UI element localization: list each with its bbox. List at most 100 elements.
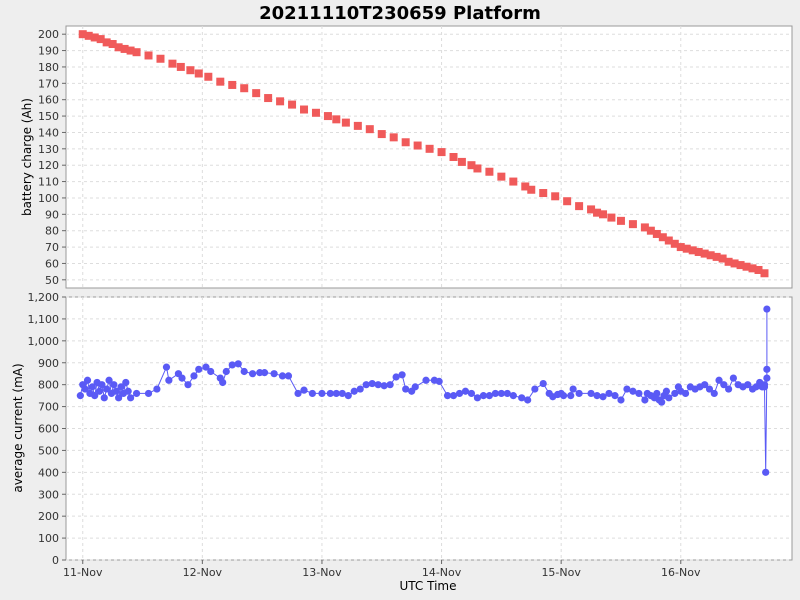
data-point: [284, 372, 293, 380]
data-point: [386, 381, 394, 389]
data-point: [760, 269, 769, 278]
data-point: [392, 373, 400, 381]
data-point: [311, 108, 320, 117]
data-point: [497, 389, 505, 398]
data-point: [126, 394, 135, 402]
data-point: [186, 66, 195, 75]
data-point: [132, 389, 141, 398]
data-point: [662, 387, 671, 395]
data-point: [521, 182, 530, 191]
data-point: [323, 112, 332, 121]
data-point: [110, 381, 118, 389]
x-axis-ticks: 11-Nov 12-Nov 13-Nov 14-Nov 15-Nov 16-Nov: [63, 560, 701, 579]
data-point: [103, 385, 111, 393]
data-point: [605, 389, 613, 398]
chart-title: 20211110T230659 Platform: [259, 3, 541, 24]
data-point: [91, 392, 99, 400]
data-point: [326, 389, 334, 398]
data-point: [95, 387, 104, 395]
data-point: [411, 383, 419, 391]
data-point: [706, 251, 715, 260]
data-point: [204, 72, 213, 81]
data-point: [115, 394, 123, 402]
data-point: [509, 177, 518, 186]
battery-y-ticks: 50 60 70 80 90 100 110 120 130 140 150 160 170 180 190…: [38, 28, 66, 287]
data-point: [100, 394, 108, 402]
data-point: [754, 265, 763, 274]
data-point: [518, 394, 526, 402]
data-point: [616, 216, 625, 225]
y-tick-label: 100: [38, 192, 59, 205]
data-point: [156, 54, 165, 63]
data-point: [81, 385, 89, 393]
data-point: [112, 387, 120, 395]
data-point: [350, 387, 358, 395]
data-point: [725, 385, 733, 393]
data-point: [105, 376, 113, 384]
data-point: [646, 226, 655, 235]
data-point: [688, 246, 697, 255]
data-point: [114, 43, 123, 52]
data-point: [78, 30, 87, 39]
data-point: [308, 389, 316, 398]
data-point: [178, 374, 186, 382]
data-point: [467, 389, 476, 398]
data-point: [368, 379, 376, 388]
data-point: [216, 77, 225, 86]
data-point: [117, 383, 125, 391]
data-point: [455, 389, 464, 398]
data-point: [126, 46, 135, 55]
data-point: [724, 257, 733, 266]
data-point: [365, 125, 374, 134]
data-point: [457, 157, 466, 166]
y-tick-label: 200: [38, 28, 59, 41]
y-tick-label: 0: [52, 554, 59, 567]
y-tick-label: 600: [38, 423, 59, 436]
data-point: [102, 38, 111, 47]
data-point: [422, 376, 430, 384]
data-point: [665, 394, 673, 402]
data-point: [763, 374, 771, 382]
data-point: [539, 379, 547, 388]
data-point: [144, 51, 153, 60]
data-point: [760, 383, 769, 391]
y-tick-label: 70: [45, 241, 59, 254]
data-point: [90, 33, 99, 42]
data-point: [742, 262, 751, 271]
y-tick-label: 90: [45, 208, 59, 221]
data-point: [623, 385, 631, 393]
y-tick-label: 50: [45, 274, 59, 287]
data-point: [524, 396, 532, 404]
data-point: [694, 247, 703, 256]
data-point: [712, 252, 721, 261]
battery-series: [78, 30, 769, 278]
y-tick-label: 1,200: [28, 291, 60, 304]
x-tick-label: 13-Nov: [302, 566, 342, 579]
data-point: [449, 392, 458, 400]
y-tick-label: 1,100: [28, 313, 60, 326]
data-point: [228, 361, 236, 369]
data-point: [83, 376, 92, 384]
x-axis-label: UTC Time: [400, 579, 457, 593]
data-point: [744, 381, 752, 389]
data-point: [76, 392, 84, 400]
data-point: [341, 118, 350, 127]
data-point: [485, 392, 494, 400]
data-point: [207, 367, 215, 376]
data-point: [559, 392, 568, 400]
data-point: [497, 172, 506, 181]
data-point: [344, 392, 352, 400]
data-point: [676, 243, 685, 252]
data-point: [300, 105, 309, 114]
data-point: [377, 130, 386, 139]
y-tick-label: 700: [38, 401, 59, 414]
data-point: [715, 376, 723, 384]
data-point: [539, 189, 548, 198]
data-point: [276, 97, 285, 106]
data-point: [162, 363, 171, 371]
data-point: [338, 389, 346, 398]
y-tick-label: 110: [38, 176, 59, 189]
current-panel: 0 100 200 300 400 500 600 700 800 900 1,000 1,100 1,…: [11, 291, 793, 567]
data-point: [491, 389, 499, 398]
